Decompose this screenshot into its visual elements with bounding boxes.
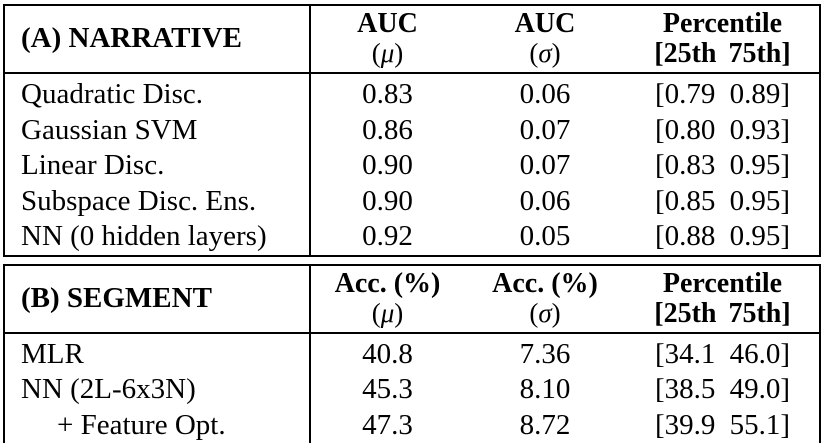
model-name-cell: MLR (4, 332, 311, 372)
percentile-cell: [0.80 0.93] (654, 113, 791, 146)
model-name-cell: Quadratic Disc. (4, 73, 311, 113)
mean-cell: 47.3 (362, 408, 413, 441)
column-header-label: Percentile (662, 8, 783, 39)
column-header-label: Acc. (%) (334, 267, 441, 299)
column-header-symbol: (σ) (529, 38, 561, 68)
std-cell: 8.10 (519, 373, 571, 405)
results-table-segment: (B) SEGMENT Acc. (%) (μ) Acc. (%) (σ) Pe… (3, 263, 821, 443)
table-row: NN (2L-6x3N) 45.3 8.10 [38.5 49.0] (4, 372, 820, 408)
column-header-symbol: (σ) (529, 297, 561, 328)
std-cell: 7.36 (519, 337, 571, 370)
column-header-percentile: Percentile [25th 75th] (626, 264, 820, 334)
percentile-range-label: [25th 75th] (654, 297, 791, 329)
table-title: (A) NARRATIVE (4, 5, 311, 74)
percentile-cell: [39.9 55.1] (654, 408, 791, 441)
table-row-sub-item: + Feature Opt. 47.3 8.72 [39.9 55.1] (4, 407, 820, 443)
results-table-narrative: (A) NARRATIVE AUC (μ) AUC (σ) Percentile… (3, 4, 821, 257)
percentile-range-label: [25th 75th] (654, 38, 791, 69)
std-cell: 0.07 (519, 113, 571, 146)
std-cell: 0.06 (519, 78, 571, 110)
std-cell: 0.06 (519, 184, 571, 217)
percentile-cell: [0.88 0.95] (654, 220, 791, 252)
mean-cell: 45.3 (362, 373, 413, 405)
model-name-cell: NN (0 hidden layers) (4, 219, 311, 256)
table-row: Quadratic Disc. 0.83 0.06 [0.79 0.89] (4, 73, 820, 113)
mean-cell: 0.90 (362, 149, 413, 181)
model-name-cell: NN (2L-6x3N) (4, 372, 311, 408)
table-row: MLR 40.8 7.36 [34.1 46.0] (4, 332, 820, 372)
table-row: Subspace Disc. Ens. 0.90 0.06 [0.85 0.95… (4, 183, 820, 219)
mean-cell: 0.92 (362, 220, 413, 252)
model-name-cell: Linear Disc. (4, 148, 311, 184)
column-header-acc-mean: Acc. (%) (μ) (310, 264, 464, 334)
column-header-auc-std: AUC (σ) (464, 5, 626, 74)
mean-cell: 0.83 (362, 78, 413, 110)
column-header-auc-mean: AUC (μ) (310, 5, 464, 74)
column-header-acc-std: Acc. (%) (σ) (464, 264, 626, 334)
percentile-cell: [38.5 49.0] (654, 373, 791, 405)
model-name-cell: Gaussian SVM (4, 112, 311, 148)
percentile-cell: [0.79 0.89] (654, 78, 791, 110)
mu-symbol: μ (380, 297, 395, 328)
mean-cell: 0.86 (362, 113, 413, 146)
column-header-symbol: (μ) (371, 38, 404, 68)
std-cell: 0.05 (519, 220, 571, 252)
table-row: Gaussian SVM 0.86 0.07 [0.80 0.93] (4, 112, 820, 148)
mean-cell: 40.8 (362, 337, 413, 370)
table-title: (B) SEGMENT (4, 264, 311, 334)
column-header-label: Acc. (%) (492, 267, 598, 299)
percentile-cell: [34.1 46.0] (654, 337, 791, 370)
column-header-label: AUC (514, 8, 576, 39)
column-header-percentile: Percentile [25th 75th] (626, 5, 820, 74)
std-cell: 8.72 (519, 408, 571, 441)
model-name-cell: + Feature Opt. (4, 407, 311, 443)
percentile-cell: [0.83 0.95] (654, 149, 791, 181)
mean-cell: 0.90 (362, 184, 413, 217)
percentile-cell: [0.85 0.95] (654, 184, 791, 217)
table-row: Linear Disc. 0.90 0.07 [0.83 0.95] (4, 148, 820, 184)
table-header-row: (A) NARRATIVE AUC (μ) AUC (σ) Percentile… (4, 5, 820, 74)
model-name-cell: Subspace Disc. Ens. (4, 183, 311, 219)
table-row: NN (0 hidden layers) 0.92 0.05 [0.88 0.9… (4, 219, 820, 256)
sigma-symbol: σ (538, 297, 552, 328)
table-header-row: (B) SEGMENT Acc. (%) (μ) Acc. (%) (σ) Pe… (4, 264, 820, 334)
sigma-symbol: σ (538, 38, 552, 68)
column-header-symbol: (μ) (371, 297, 404, 328)
mu-symbol: μ (380, 38, 395, 68)
column-header-label: Percentile (662, 267, 783, 299)
column-header-label: AUC (357, 8, 418, 39)
std-cell: 0.07 (519, 149, 571, 181)
